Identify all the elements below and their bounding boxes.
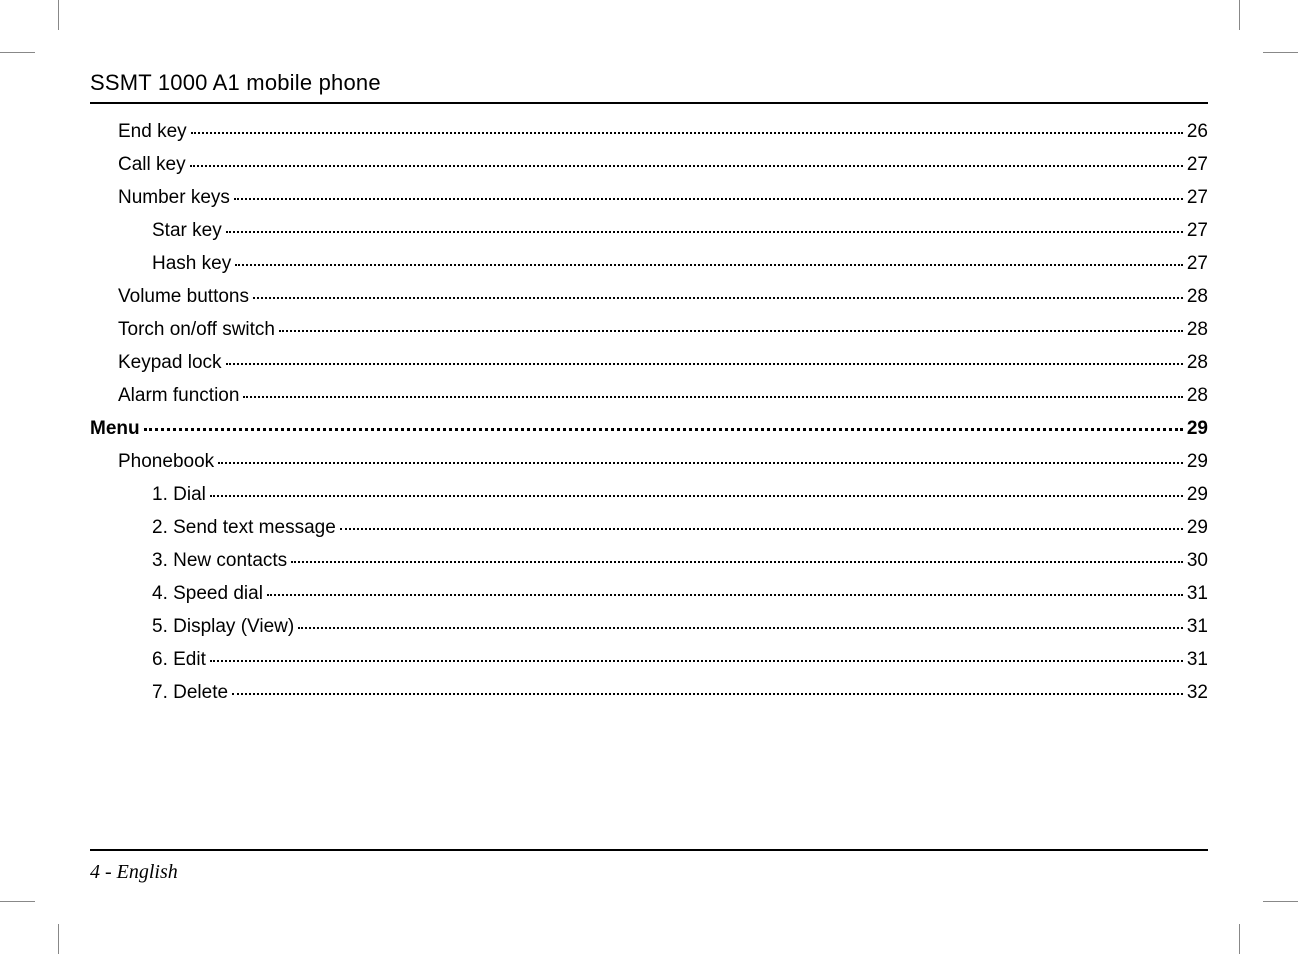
- toc-row: 4. Speed dial 31: [152, 584, 1208, 603]
- toc-page: 31: [1187, 584, 1208, 603]
- toc-label: End key: [118, 122, 187, 141]
- toc-page: 29: [1187, 419, 1208, 438]
- toc-leader: [253, 297, 1183, 299]
- toc-page: 29: [1187, 518, 1208, 537]
- toc-label: 4. Speed dial: [152, 584, 263, 603]
- crop-mark: [1239, 0, 1240, 30]
- toc-label: Volume buttons: [118, 287, 249, 306]
- toc-leader: [267, 594, 1183, 596]
- crop-mark: [58, 0, 59, 30]
- toc-label: 2. Send text message: [152, 518, 336, 537]
- toc-leader: [279, 330, 1183, 332]
- crop-mark: [58, 924, 59, 954]
- toc-page: 29: [1187, 485, 1208, 504]
- toc-label: 5. Display (View): [152, 617, 294, 636]
- toc-page: 27: [1187, 254, 1208, 273]
- toc-label: 6. Edit: [152, 650, 206, 669]
- toc-leader: [226, 363, 1183, 365]
- toc-leader: [191, 132, 1183, 134]
- toc-label: Menu: [90, 419, 140, 438]
- toc-leader: [235, 264, 1183, 266]
- toc-leader: [234, 198, 1183, 200]
- toc-page: 28: [1187, 386, 1208, 405]
- toc-row: Number keys 27: [118, 188, 1208, 207]
- toc-row: Volume buttons 28: [118, 287, 1208, 306]
- toc-label: Star key: [152, 221, 222, 240]
- toc-row: 7. Delete 32: [152, 683, 1208, 702]
- toc-page: 29: [1187, 452, 1208, 471]
- toc-leader: [190, 165, 1183, 167]
- toc-label: 1. Dial: [152, 485, 206, 504]
- toc-row: Call key 27: [118, 155, 1208, 174]
- toc-row: Star key 27: [152, 221, 1208, 240]
- crop-mark: [0, 52, 35, 53]
- toc-page: 30: [1187, 551, 1208, 570]
- crop-mark: [1263, 52, 1298, 53]
- toc-page: 27: [1187, 221, 1208, 240]
- toc-page: 28: [1187, 353, 1208, 372]
- toc-row: End key 26: [118, 122, 1208, 141]
- toc-row: 2. Send text message 29: [152, 518, 1208, 537]
- toc-leader: [298, 627, 1183, 629]
- toc-row: Torch on/off switch 28: [118, 320, 1208, 339]
- toc-page: 28: [1187, 287, 1208, 306]
- toc-page: 31: [1187, 650, 1208, 669]
- toc-leader: [144, 428, 1183, 431]
- toc-row: 6. Edit 31: [152, 650, 1208, 669]
- toc-leader: [340, 528, 1183, 530]
- page: SSMT 1000 A1 mobile phone End key 26 Call …: [90, 70, 1208, 884]
- toc-row: Menu 29: [90, 419, 1208, 438]
- toc-row: Phonebook 29: [118, 452, 1208, 471]
- crop-mark: [1263, 901, 1298, 902]
- toc-row: 3. New contacts 30: [152, 551, 1208, 570]
- toc-label: 3. New contacts: [152, 551, 287, 570]
- toc-leader: [210, 495, 1183, 497]
- toc-row: Keypad lock 28: [118, 353, 1208, 372]
- toc-page: 27: [1187, 155, 1208, 174]
- toc-row: Hash key 27: [152, 254, 1208, 273]
- toc-label: Alarm function: [118, 386, 239, 405]
- toc-label: 7. Delete: [152, 683, 228, 702]
- toc-row: Alarm function 28: [118, 386, 1208, 405]
- toc-page: 31: [1187, 617, 1208, 636]
- header-title: SSMT 1000 A1 mobile phone: [90, 70, 381, 95]
- toc-leader: [232, 693, 1183, 695]
- toc-label: Keypad lock: [118, 353, 222, 372]
- toc-label: Torch on/off switch: [118, 320, 275, 339]
- toc-row: 1. Dial 29: [152, 485, 1208, 504]
- toc-leader: [226, 231, 1183, 233]
- toc-label: Call key: [118, 155, 186, 174]
- toc-leader: [243, 396, 1182, 398]
- toc-page: 27: [1187, 188, 1208, 207]
- toc-row: 5. Display (View) 31: [152, 617, 1208, 636]
- toc-label: Hash key: [152, 254, 231, 273]
- toc-leader: [218, 462, 1183, 464]
- footer-text: 4 - English: [90, 861, 178, 883]
- toc-page: 26: [1187, 122, 1208, 141]
- crop-mark: [1239, 924, 1240, 954]
- toc-leader: [291, 561, 1183, 563]
- toc-page: 28: [1187, 320, 1208, 339]
- crop-mark: [0, 901, 35, 902]
- toc-page: 32: [1187, 683, 1208, 702]
- toc-leader: [210, 660, 1183, 662]
- page-header: SSMT 1000 A1 mobile phone: [90, 70, 1208, 104]
- page-footer: 4 - English: [90, 849, 1208, 884]
- toc-label: Number keys: [118, 188, 230, 207]
- table-of-contents: End key26Call key27Number keys27Star key…: [90, 122, 1208, 702]
- toc-label: Phonebook: [118, 452, 214, 471]
